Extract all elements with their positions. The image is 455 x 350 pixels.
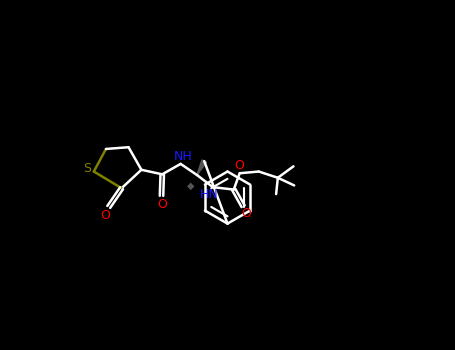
Text: O: O: [234, 159, 244, 172]
Text: S: S: [84, 162, 91, 175]
Text: NH: NH: [174, 150, 193, 163]
Text: HN: HN: [200, 188, 219, 201]
Text: O: O: [157, 198, 167, 211]
Text: O: O: [101, 209, 110, 222]
Text: O: O: [242, 207, 252, 220]
Polygon shape: [197, 160, 207, 175]
Text: ◆: ◆: [187, 181, 195, 191]
